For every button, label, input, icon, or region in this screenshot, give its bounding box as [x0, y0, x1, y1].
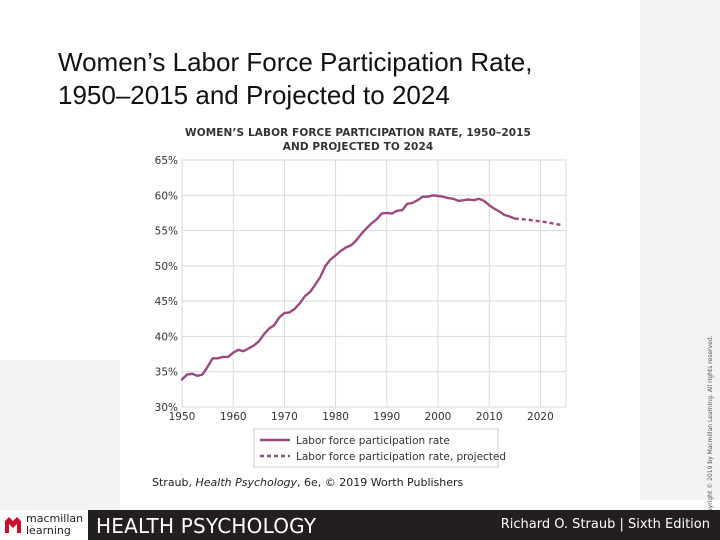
plot-frame — [181, 159, 567, 408]
y-tick-label: 45% — [155, 296, 178, 308]
macmillan-logo-icon — [5, 517, 21, 533]
macmillan-logo: macmillan learning — [4, 513, 88, 539]
macmillan-logo-text: macmillan learning — [26, 513, 83, 537]
chart-title: WOMEN’S LABOR FORCE PARTICIPATION RATE, … — [142, 126, 574, 154]
chart-grid — [181, 159, 567, 408]
copyright-notice: Copyright © 2019 by Macmillan Learning. … — [707, 335, 714, 520]
slide-title-line-1: Women’s Labor Force Participation Rate, — [58, 47, 533, 77]
series-line-1 — [180, 194, 516, 381]
chart-series — [180, 194, 562, 381]
chart-figure: 30% 35% 40% 45% 50% 55% 60% 65% 1950 1960 1970 1980… — [142, 122, 574, 494]
logo-line-1: macmillan — [26, 512, 84, 525]
slide-title-line-2: 1950–2015 and Projected to 2024 — [58, 80, 450, 110]
chart-title-line-1: WOMEN’S LABOR FORCE PARTICIPATION RATE, … — [185, 127, 531, 139]
credit-prefix: Straub, — [152, 476, 196, 489]
series-line-2 — [514, 217, 562, 227]
x-tick-label: 1980 — [322, 411, 349, 423]
legend-label-1: Labor force participation rate — [296, 435, 450, 447]
x-tick-label: 2020 — [527, 411, 554, 423]
slide-title: Women’s Labor Force Participation Rate, … — [58, 46, 678, 112]
figure-credit: Straub, Health Psychology, 6e, © 2019 Wo… — [152, 476, 463, 489]
y-tick-label: 65% — [155, 155, 178, 167]
y-tick-label: 40% — [155, 331, 178, 343]
x-tick-label: 2010 — [476, 411, 503, 423]
footer: macmillan learning HEALTH PSYCHOLOGY Ric… — [0, 510, 720, 540]
background-shape-left — [0, 360, 120, 510]
y-tick-label: 50% — [155, 261, 178, 273]
x-tick-label: 1950 — [169, 411, 196, 423]
author-edition: Richard O. Straub | Sixth Edition — [500, 517, 710, 532]
y-tick-label: 30% — [155, 402, 178, 414]
chart-legend: Labor force participation rate Labor forc… — [253, 428, 506, 468]
y-tick-label: 35% — [155, 367, 178, 379]
background-shape-right — [640, 0, 720, 500]
footer-bar: HEALTH PSYCHOLOGY Richard O. Straub | Si… — [88, 510, 720, 540]
x-tick-label: 1970 — [271, 411, 298, 423]
x-tick-label: 1960 — [220, 411, 247, 423]
chart-axes: 30% 35% 40% 45% 50% 55% 60% 65% 1950 1960 1970 1980… — [155, 155, 554, 423]
logo-line-2: learning — [26, 524, 71, 537]
x-tick-label: 1990 — [373, 411, 400, 423]
y-tick-label: 55% — [155, 226, 178, 238]
chart-title-line-2: AND PROJECTED TO 2024 — [282, 141, 434, 153]
credit-book-title: Health Psychology — [195, 476, 298, 489]
credit-suffix: , 6e, © 2019 Worth Publishers — [297, 476, 464, 489]
chart: 30% 35% 40% 45% 50% 55% 60% 65% 1950 1960 1970 1980… — [155, 155, 567, 468]
y-tick-label: 60% — [155, 190, 178, 202]
legend-label-2: Labor force participation rate, projecte… — [296, 451, 506, 463]
book-title: HEALTH PSYCHOLOGY — [96, 514, 317, 538]
legend-box — [253, 428, 499, 468]
x-tick-label: 2000 — [425, 411, 452, 423]
